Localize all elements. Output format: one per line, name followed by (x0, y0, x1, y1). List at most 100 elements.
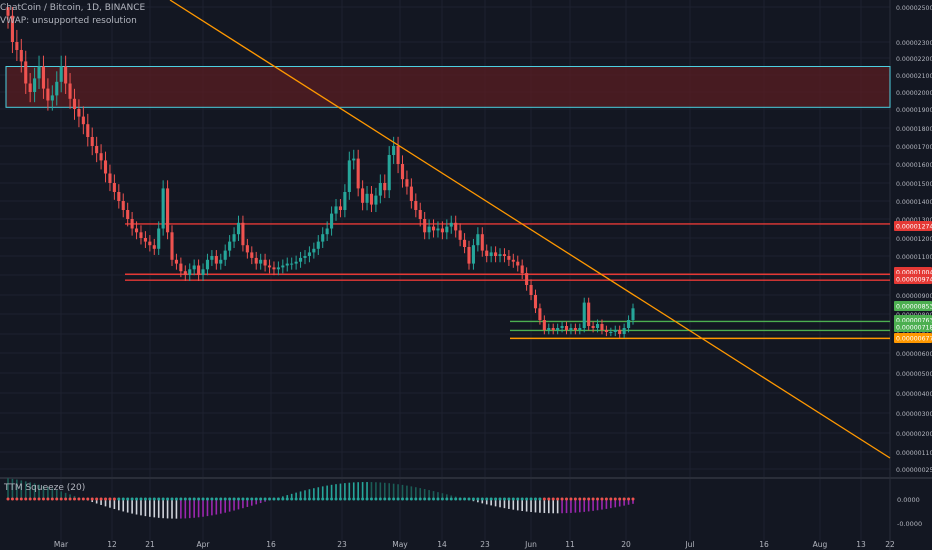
oscillator-bar (242, 499, 244, 509)
vwap-status: VWAP: unsupported resolution (0, 16, 137, 26)
candle-body (529, 285, 533, 295)
price-tag-label: 0.00001004 (896, 270, 932, 277)
squeeze-dot (516, 497, 520, 501)
time-tick-label: 14 (437, 540, 447, 549)
oscillator-bar (237, 499, 240, 510)
oscillator-bar (250, 499, 253, 506)
squeeze-dot (281, 497, 285, 501)
squeeze-dot (179, 497, 183, 501)
oscillator-bar (95, 499, 98, 504)
oscillator-bar (446, 494, 448, 499)
squeeze-dot (268, 497, 272, 501)
candle-body (347, 160, 351, 192)
candle-body (130, 219, 134, 229)
oscillator-bar (215, 499, 218, 515)
candle-body (400, 164, 405, 180)
candle-body (250, 252, 254, 258)
price-tick-label: 0.00000400 (896, 391, 932, 398)
oscillator-label[interactable]: TTM Squeeze (20) (4, 483, 86, 493)
candle-body (463, 239, 467, 247)
price-tick-label: 0.00001100 (896, 254, 932, 261)
oscillator-bar (397, 484, 399, 499)
squeeze-dot (210, 497, 214, 501)
candle-body (272, 267, 276, 270)
candlestick-series (6, 7, 635, 338)
squeeze-dot (458, 497, 462, 501)
candle-body (112, 183, 116, 192)
squeeze-dot (374, 497, 378, 501)
candle-body (330, 213, 334, 229)
oscillator-bar (7, 478, 9, 499)
candle-body (507, 256, 511, 260)
squeeze-dot (613, 497, 617, 501)
oscillator-bar (171, 499, 173, 519)
squeeze-dot (361, 497, 365, 501)
oscillator-bar (534, 499, 537, 513)
oscillator-bar (627, 499, 630, 505)
candle-body (525, 273, 529, 285)
ttm-squeeze-histogram (6, 478, 635, 519)
squeeze-dot (232, 497, 236, 501)
squeeze-dot (542, 497, 546, 501)
candle-body (152, 245, 156, 249)
horizontal-levels[interactable] (125, 223, 890, 340)
price-tag-bg (894, 221, 932, 231)
oscillator-bar (508, 499, 510, 509)
squeeze-dot (338, 497, 342, 501)
oscillator-bar (437, 492, 439, 499)
squeeze-dot (15, 497, 19, 501)
squeeze-dot (214, 497, 218, 501)
squeeze-dot (507, 497, 511, 501)
candle-body (480, 234, 484, 251)
squeeze-dot (276, 497, 280, 501)
oscillator-bar (206, 499, 209, 517)
candle-body (516, 261, 520, 266)
squeeze-dot (560, 497, 564, 501)
squeeze-dot (312, 497, 316, 501)
candle-body (338, 206, 342, 210)
squeeze-dot (600, 497, 604, 501)
squeeze-dot (143, 497, 147, 501)
oscillator-bar (211, 499, 213, 516)
oscillator-bar (131, 499, 133, 514)
time-axis[interactable]: Mar 12 21 Apr 16 23 May 14 23 Jun 11 20 Jul 16 Aug 13 22 (54, 540, 895, 549)
candle-body (569, 328, 573, 330)
oscillator-bar (20, 480, 23, 499)
squeeze-dot (556, 497, 560, 501)
candle-body (631, 308, 635, 320)
candle-body (609, 332, 613, 333)
time-tick-label: 21 (145, 540, 155, 549)
candle-body (321, 234, 325, 242)
squeeze-dot (582, 497, 586, 501)
squeeze-dot (68, 497, 72, 501)
candle-body (316, 241, 320, 249)
squeeze-dot (347, 497, 351, 501)
candle-body (471, 245, 475, 264)
oscillator-bar (188, 499, 191, 519)
oscillator-bar (379, 482, 382, 499)
squeeze-dot (19, 497, 23, 501)
descending-trendline (169, 0, 891, 459)
oscillator-bar (366, 482, 368, 499)
oscillator-bar (339, 483, 342, 499)
oscillator-bar (357, 482, 359, 499)
oscillator-bar (246, 499, 249, 507)
oscillator-bar (525, 499, 528, 512)
candle-body (604, 330, 608, 332)
candle-body (622, 328, 626, 334)
candle-body (418, 210, 422, 219)
squeeze-dot (538, 497, 542, 501)
symbol-title[interactable]: ChatCoin / Bitcoin, 1D, BINANCE (0, 3, 146, 13)
candle-body (232, 234, 236, 242)
oscillator-bar (38, 484, 40, 499)
time-tick-label: Jun (524, 540, 537, 549)
squeeze-dot (121, 497, 125, 501)
resistance-zone[interactable] (5, 66, 891, 108)
trendline[interactable] (169, 0, 891, 459)
price-tick-label: 0.00002200 (896, 56, 932, 63)
squeeze-dot (392, 497, 396, 501)
price-tag-label: 0.00000763 (896, 318, 932, 325)
oscillator-bar (565, 499, 568, 514)
oscillator-bar (375, 482, 377, 499)
